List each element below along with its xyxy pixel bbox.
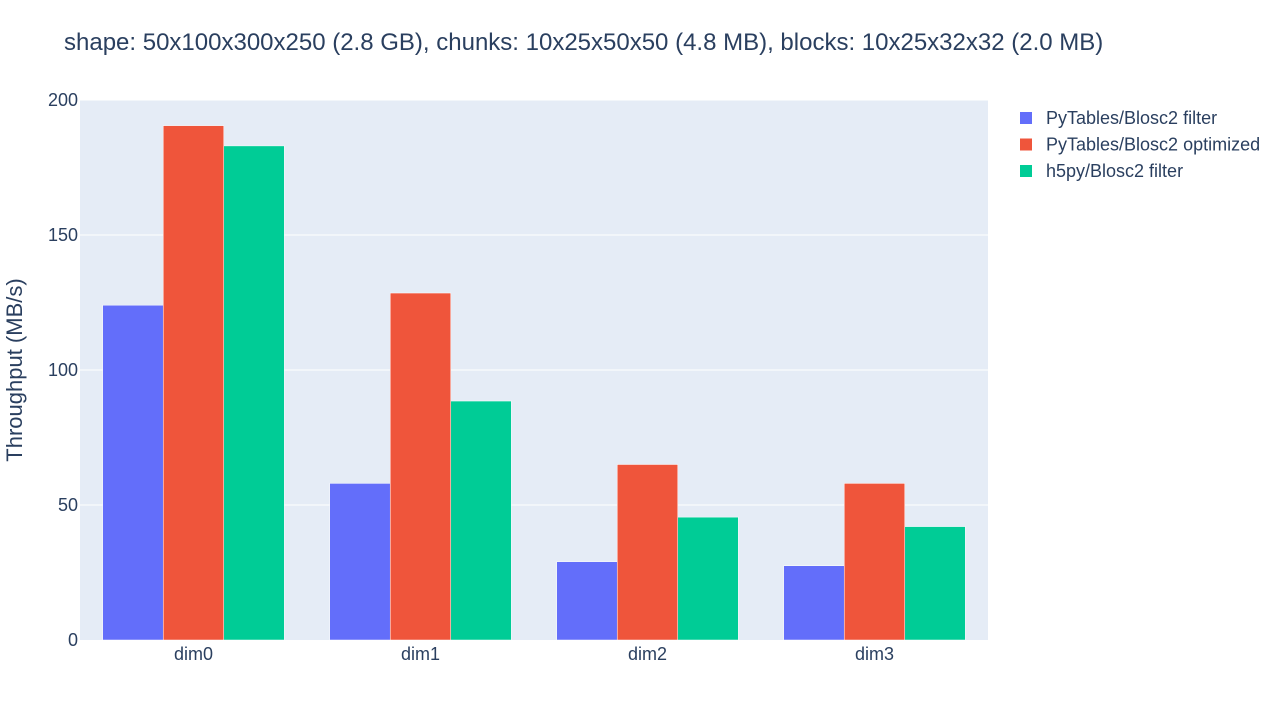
bar — [102, 304, 164, 641]
y-tick-label: 0 — [68, 630, 78, 650]
x-tick-label: dim1 — [401, 644, 440, 664]
x-tick-label: dim2 — [628, 644, 667, 664]
legend-swatch — [1020, 112, 1032, 124]
bar — [556, 561, 618, 641]
y-tick-label: 200 — [48, 90, 78, 110]
x-axis-ticks: dim0 dim1 dim2 dim3 — [174, 644, 894, 664]
x-tick-label: dim3 — [855, 644, 894, 664]
bar — [389, 292, 452, 641]
bar — [843, 483, 906, 641]
legend-swatch — [1020, 165, 1032, 177]
bar — [450, 400, 512, 641]
legend-swatch — [1020, 138, 1032, 151]
bar — [223, 145, 285, 641]
bar — [677, 516, 739, 641]
y-tick-label: 100 — [48, 360, 78, 380]
y-tick-label: 150 — [48, 225, 78, 245]
bar — [162, 125, 225, 641]
legend: PyTables/Blosc2 filter PyTables/Blosc2 op… — [1020, 108, 1260, 181]
bar — [329, 483, 391, 641]
legend-label: h5py/Blosc2 filter — [1046, 161, 1183, 181]
bar — [904, 526, 966, 641]
chart-title: shape: 50x100x300x250 (2.8 GB), chunks: … — [64, 29, 1103, 56]
legend-label: PyTables/Blosc2 filter — [1046, 108, 1217, 128]
bar — [616, 464, 679, 641]
y-axis-label: Throughput (MB/s) — [2, 278, 27, 461]
bars — [102, 125, 966, 641]
y-axis-ticks: 0 50 100 150 200 — [48, 90, 78, 650]
y-tick-label: 50 — [58, 495, 78, 515]
legend-label: PyTables/Blosc2 optimized — [1046, 135, 1260, 155]
bar — [783, 565, 845, 641]
x-tick-label: dim0 — [174, 644, 213, 664]
